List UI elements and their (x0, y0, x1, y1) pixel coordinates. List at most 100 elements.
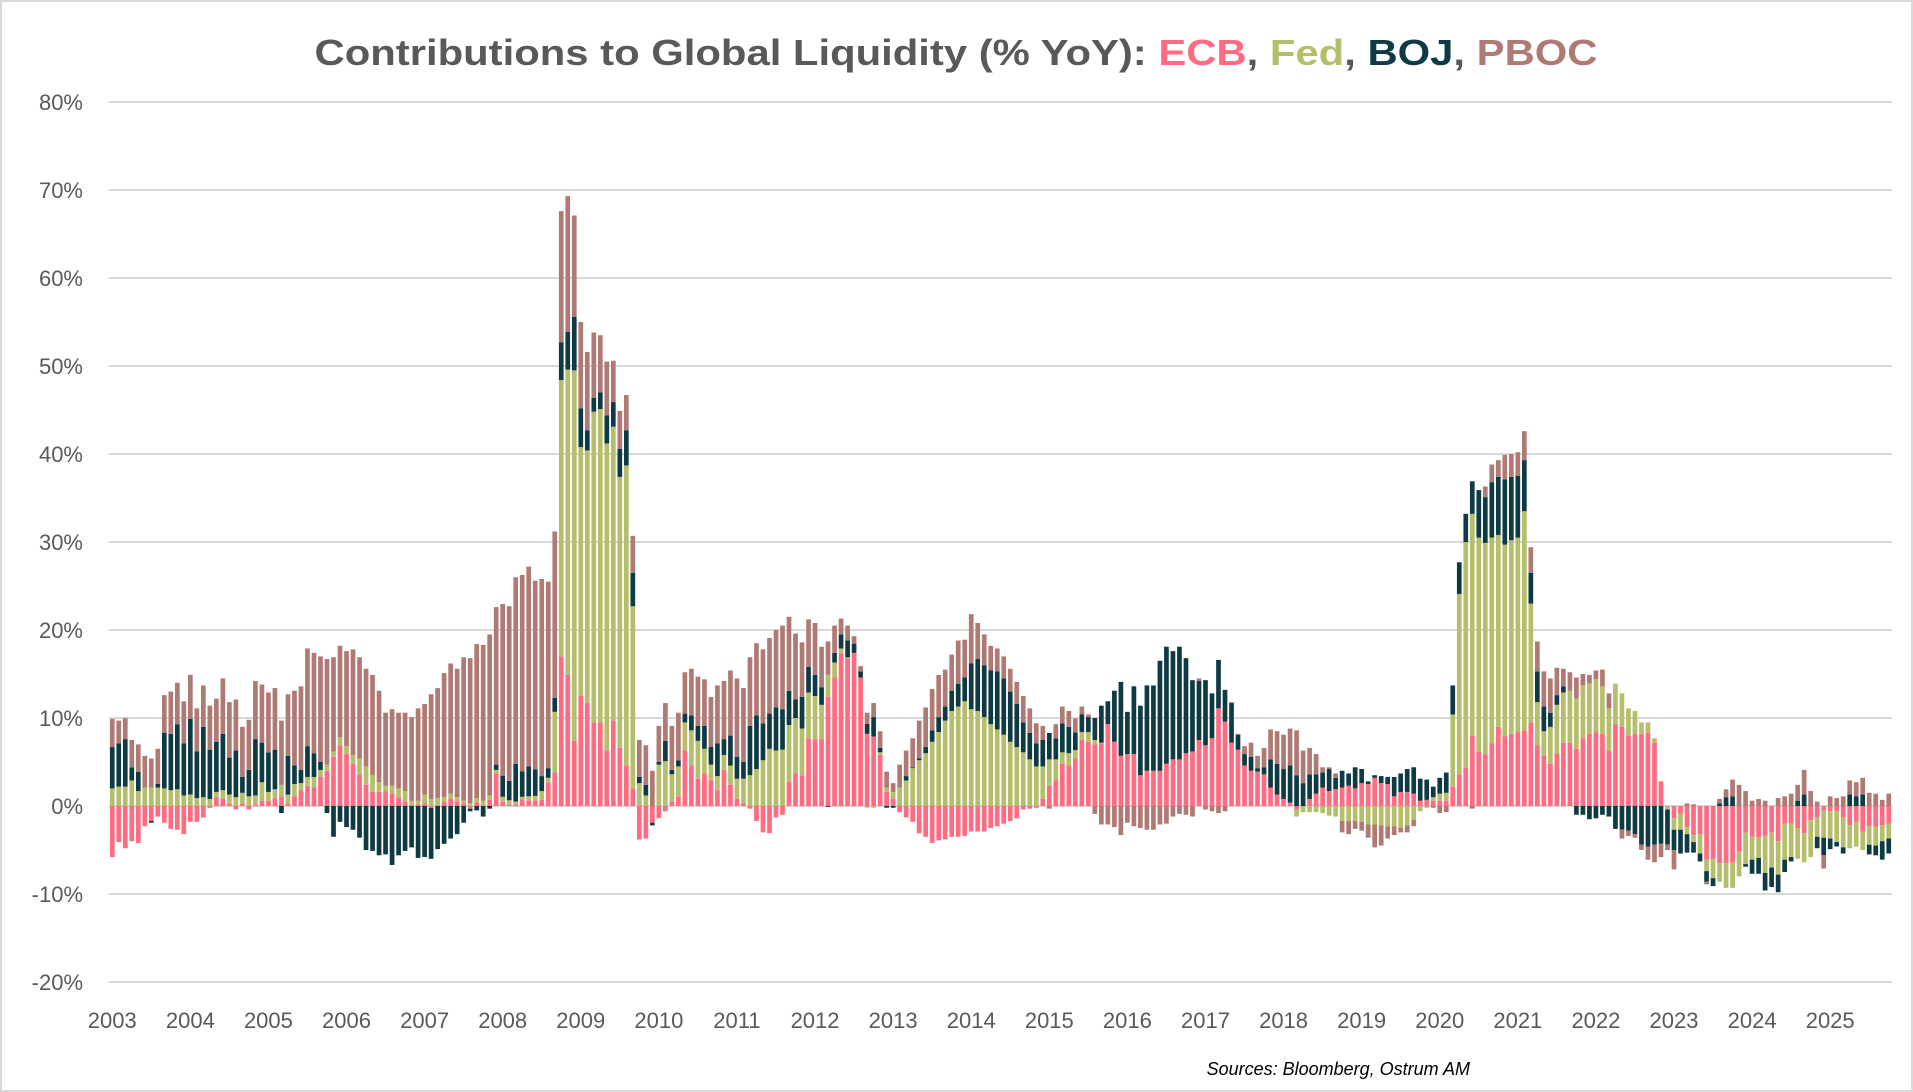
bar-fed-2018-4 (1300, 806, 1306, 813)
bar-fed-2020-4 (1456, 593, 1462, 775)
bar-pboc-2021-4 (1535, 641, 1540, 672)
bar-pboc-2024-6 (1782, 796, 1787, 806)
bar-boj-2006-11 (409, 806, 414, 848)
bar-pboc-2011-7 (773, 630, 779, 708)
bar-pboc-2012-1 (812, 622, 818, 675)
bar-boj-2013-5 (916, 758, 922, 761)
bar-pboc-2013-3 (903, 750, 909, 777)
bar-fed-2012-2 (819, 704, 824, 740)
bar-boj-2024-8 (1795, 800, 1800, 806)
bar-fed-2023-3 (1684, 827, 1690, 835)
bar-ecb-2019-4 (1378, 783, 1384, 806)
bar-ecb-2005-11 (331, 756, 336, 806)
bar-ecb-2012-5 (838, 652, 844, 806)
bar-boj-2018-10 (1339, 770, 1345, 788)
bar-pboc-2009-3 (591, 332, 597, 398)
y-tick-label: 0% (51, 794, 83, 819)
bar-fed-2010-1 (656, 764, 662, 806)
bar-ecb-2012-2 (819, 739, 824, 806)
bar-fed-2022-10 (1652, 738, 1657, 743)
bar-boj-2020-5 (1463, 513, 1469, 542)
bar-ecb-2008-12 (571, 740, 577, 806)
bar-pboc-2008-2 (506, 606, 512, 781)
bar-ecb-2006-5 (370, 791, 375, 806)
bar-fed-2003-5 (135, 791, 141, 806)
bar-ecb-2009-5 (604, 750, 610, 806)
bar-boj-2017-6 (1235, 734, 1241, 750)
bar-ecb-2012-6 (845, 658, 850, 806)
bar-pboc-2009-12 (650, 770, 655, 806)
bar-ecb-2024-2 (1756, 806, 1761, 838)
bar-boj-2005-7 (305, 746, 310, 777)
bar-boj-2017-12 (1274, 763, 1280, 795)
bar-pboc-2017-5 (1229, 702, 1234, 704)
bar-ecb-2004-10 (246, 806, 252, 810)
bar-fed-2009-1 (578, 446, 584, 696)
bar-boj-2006-1 (344, 806, 349, 828)
bar-ecb-2009-8 (623, 765, 629, 806)
bar-ecb-2021-6 (1548, 763, 1553, 806)
bar-ecb-2004-7 (227, 803, 232, 806)
bar-fed-2005-1 (266, 791, 271, 801)
bar-ecb-2010-11 (721, 769, 727, 806)
bar-ecb-2010-10 (715, 790, 720, 806)
bar-boj-2003-9 (161, 732, 167, 789)
title-sep: , (1247, 32, 1270, 73)
bar-pboc-2004-9 (240, 726, 245, 777)
bar-pboc-2013-5 (916, 720, 922, 759)
bar-pboc-2025-6 (1860, 777, 1866, 795)
bar-fed-2024-3 (1762, 835, 1768, 873)
bar-ecb-2016-5 (1151, 770, 1156, 806)
bar-boj-2024-5 (1775, 874, 1781, 893)
bar-pboc-2012-4 (832, 625, 837, 653)
bar-pboc-2008-8 (545, 581, 551, 769)
bar-fed-2006-3 (357, 758, 362, 775)
bar-ecb-2020-1 (1437, 800, 1443, 806)
bar-boj-2015-4 (1066, 726, 1072, 754)
y-tick-label: 60% (39, 266, 83, 291)
bar-boj-2016-10 (1183, 658, 1189, 754)
x-tick-label: 2004 (166, 1008, 215, 1033)
bar-fed-2004-10 (246, 796, 252, 806)
x-tick-label: 2021 (1493, 1008, 1542, 1033)
bar-fed-2007-11 (487, 795, 493, 800)
bar-pboc-2007-9 (474, 644, 480, 799)
bar-fed-2022-6 (1626, 708, 1631, 736)
bar-pboc-2017-10 (1261, 747, 1267, 768)
bar-pboc-2003-8 (155, 748, 161, 784)
bar-boj-2022-5 (1619, 806, 1625, 830)
bar-ecb-2025-2 (1834, 806, 1840, 812)
bar-fed-2014-4 (988, 724, 994, 806)
bar-pboc-2013-6 (923, 707, 929, 748)
bar-pboc-2025-5 (1853, 782, 1859, 797)
bar-fed-2021-12 (1587, 683, 1592, 734)
bar-ecb-2010-4 (676, 796, 681, 806)
bar-boj-2010-7 (695, 725, 701, 741)
bar-boj-2024-12 (1821, 837, 1827, 856)
bar-fed-2013-1 (890, 791, 896, 799)
bar-ecb-2017-4 (1222, 721, 1228, 806)
bar-ecb-2013-11 (955, 806, 961, 837)
bar-ecb-2014-3 (981, 806, 987, 832)
bar-ecb-2023-11 (1736, 806, 1742, 852)
bar-fed-2003-3 (122, 786, 128, 806)
bar-pboc-2017-7 (1242, 746, 1247, 755)
bar-boj-2025-5 (1853, 796, 1859, 806)
bar-pboc-2017-12 (1274, 731, 1280, 764)
bar-fed-2010-2 (663, 761, 668, 806)
bar-pboc-2016-4 (1144, 806, 1150, 830)
bar-fed-2013-2 (897, 787, 902, 806)
bar-ecb-2024-9 (1801, 806, 1807, 834)
bar-ecb-2004-11 (253, 804, 258, 806)
bar-ecb-2021-3 (1528, 722, 1534, 806)
bar-ecb-2020-6 (1469, 735, 1475, 806)
bar-boj-2023-1 (1671, 829, 1677, 850)
bar-fed-2009-6 (610, 426, 616, 721)
bar-ecb-2011-10 (793, 773, 798, 806)
bar-pboc-2014-2 (975, 622, 981, 660)
bar-boj-2005-3 (279, 806, 284, 814)
bar-ecb-2023-4 (1691, 806, 1696, 836)
bar-ecb-2006-2 (350, 763, 356, 806)
bar-boj-2003-11 (174, 724, 180, 790)
bar-ecb-2011-11 (799, 775, 805, 806)
